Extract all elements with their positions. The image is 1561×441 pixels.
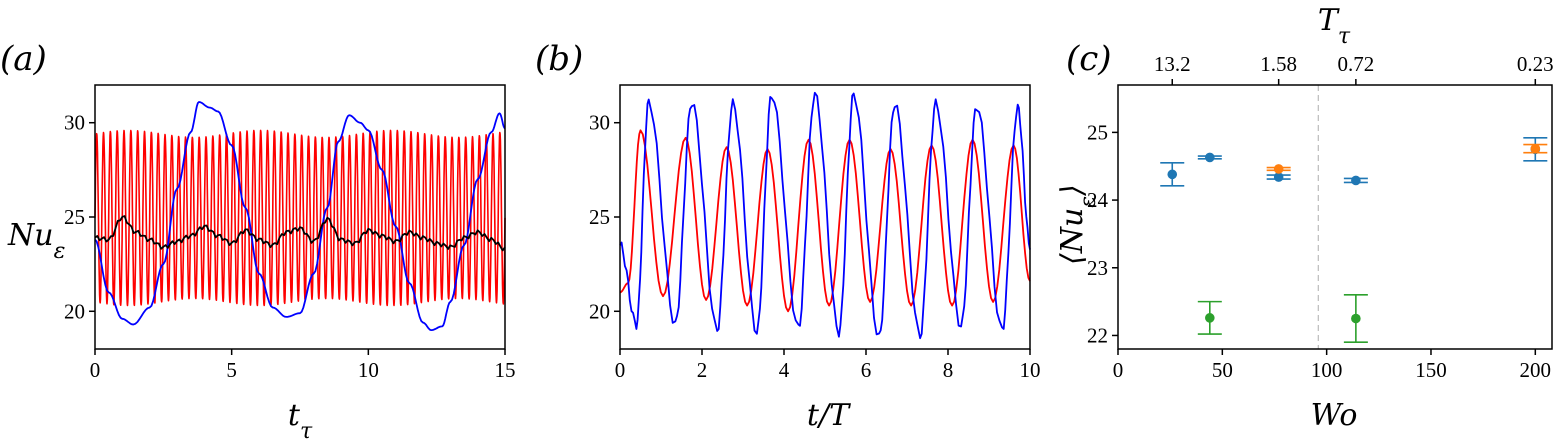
panel-b-ytick-label: 30 xyxy=(589,111,610,135)
panel-label-a: (a) xyxy=(0,39,47,79)
panel-b: 0 2 4 6 8 10 20 25 30 t/T xyxy=(589,84,1041,433)
panel-c-top-tick-label: 13.2 xyxy=(1154,52,1191,76)
panel-a-xtick-label: 10 xyxy=(358,358,379,382)
series-red xyxy=(619,129,1031,313)
panel-c-ylabel: ⟨Nuε⟩ xyxy=(1055,184,1101,265)
panel-c-ytick-label: 24 xyxy=(1087,188,1109,212)
panel-c-xtick-label: 200 xyxy=(1520,358,1552,382)
panel-b-ticks: 0 2 4 6 8 10 20 25 30 xyxy=(589,111,1041,382)
panel-a-xtick-label: 15 xyxy=(495,358,516,382)
panel-a-xtick-label: 0 xyxy=(90,358,101,382)
panel-c-ticks: 0 50 100 150 200 22 23 24 25 13.2 1.58 0.72 0.23 xyxy=(1087,52,1554,382)
panel-b-ytick-label: 25 xyxy=(589,205,610,229)
data-point xyxy=(1205,313,1215,323)
panel-c-frame xyxy=(1117,84,1553,350)
panel-label-b: (b) xyxy=(535,39,583,79)
panel-a-xlabel: tτ xyxy=(288,398,313,441)
panel-label-c: (c) xyxy=(1066,39,1112,79)
data-point xyxy=(1530,143,1541,154)
panel-c-top-tick-label: 0.72 xyxy=(1337,52,1374,76)
panel-b-xtick-label: 8 xyxy=(943,358,954,382)
data-point xyxy=(1351,313,1361,324)
panel-a-ylabel: Nuε xyxy=(7,218,65,264)
panel-c-ytick-label: 25 xyxy=(1087,120,1108,144)
panel-c-ytick-label: 22 xyxy=(1087,323,1108,347)
data-point xyxy=(1167,169,1178,180)
panel-b-xtick-label: 4 xyxy=(779,358,790,382)
panel-c-xtick-label: 150 xyxy=(1415,358,1447,382)
panel-b-ytick-label: 20 xyxy=(589,299,610,323)
panel-b-xtick-label: 2 xyxy=(697,358,708,382)
panel-c-xtick-label: 50 xyxy=(1212,358,1233,382)
panel-b-data xyxy=(619,91,1031,340)
panel-c-top-xlabel: Tτ xyxy=(1318,3,1351,49)
panel-b-xlabel: t/T xyxy=(807,398,851,433)
data-point xyxy=(1205,152,1215,163)
panel-a: 0 5 10 15 20 25 30 Nuε tτ xyxy=(7,84,516,441)
panel-b-xtick-label: 0 xyxy=(615,358,626,382)
panel-a-ytick-label: 30 xyxy=(64,111,85,135)
panel-c-data xyxy=(1160,85,1548,349)
panel-c-xtick-label: 0 xyxy=(1113,358,1124,382)
panel-c-xtick-label: 100 xyxy=(1311,358,1343,382)
panel-c-xlabel: Wo xyxy=(1311,398,1358,433)
data-point xyxy=(1273,172,1284,182)
series-blue xyxy=(94,101,506,332)
data-point xyxy=(1351,175,1361,186)
panel-c-top-tick-label: 1.58 xyxy=(1260,52,1297,76)
panel-a-ticks: 0 5 10 15 20 25 30 xyxy=(64,111,516,382)
panel-a-ytick-label: 20 xyxy=(64,299,85,323)
panel-a-xtick-label: 5 xyxy=(226,358,237,382)
series-black-mean xyxy=(94,215,506,252)
panel-b-xtick-label: 6 xyxy=(861,358,872,382)
panel-c-top-tick-label: 0.23 xyxy=(1517,52,1554,76)
panel-c-ytick-label: 23 xyxy=(1087,256,1108,280)
series-red-oscillation xyxy=(94,129,506,307)
data-point xyxy=(1273,164,1284,174)
series-blue xyxy=(619,91,1031,340)
panel-b-xtick-label: 10 xyxy=(1020,358,1041,382)
panel-a-ytick-label: 25 xyxy=(64,205,85,229)
panel-a-data xyxy=(94,101,506,332)
